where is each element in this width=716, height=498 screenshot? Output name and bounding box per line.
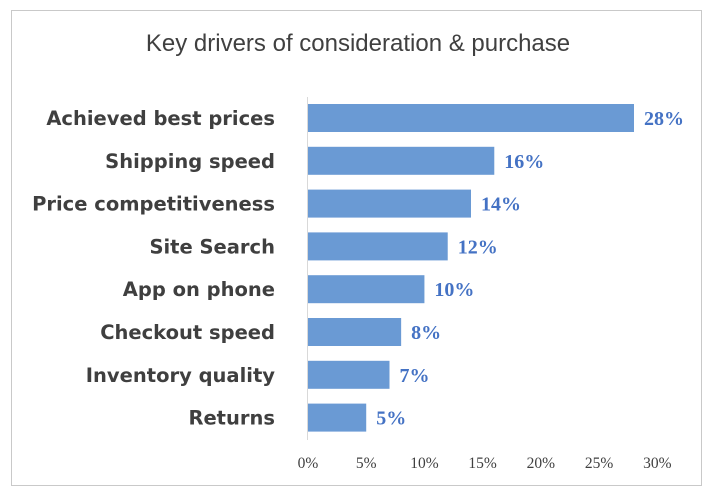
x-tick-label: 15% — [468, 455, 497, 472]
bar — [308, 146, 495, 175]
category-label: Checkout speed — [100, 321, 275, 344]
x-tick-label: 5% — [356, 455, 377, 472]
data-label: 10% — [434, 279, 474, 301]
data-label: 5% — [376, 408, 406, 430]
category-label: Shipping speed — [105, 150, 275, 173]
data-label: 14% — [481, 194, 521, 216]
x-tick-label: 20% — [527, 455, 556, 472]
bar — [308, 104, 634, 132]
category-label: App on phone — [123, 278, 275, 301]
category-label: Inventory quality — [86, 364, 275, 387]
bar — [308, 275, 425, 304]
category-label: Returns — [188, 407, 275, 430]
x-tick-label: 30% — [643, 455, 672, 472]
bar — [308, 360, 390, 389]
x-tick-label: 0% — [298, 455, 319, 472]
category-label: Site Search — [149, 235, 275, 258]
data-label: 7% — [400, 365, 430, 387]
bar — [308, 232, 448, 261]
data-label: 12% — [458, 236, 498, 258]
data-label: 16% — [504, 151, 544, 173]
x-tick-label: 10% — [410, 455, 439, 472]
chart-title: Key drivers of consideration & purchase — [145, 30, 571, 57]
bar — [308, 318, 402, 346]
bar — [308, 403, 367, 432]
category-label: Price competitiveness — [32, 193, 275, 216]
bar — [308, 189, 471, 218]
data-label: 28% — [644, 108, 684, 130]
data-label: 8% — [411, 322, 441, 344]
x-tick-label: 25% — [585, 455, 614, 472]
category-label: Achieved best prices — [46, 107, 275, 130]
